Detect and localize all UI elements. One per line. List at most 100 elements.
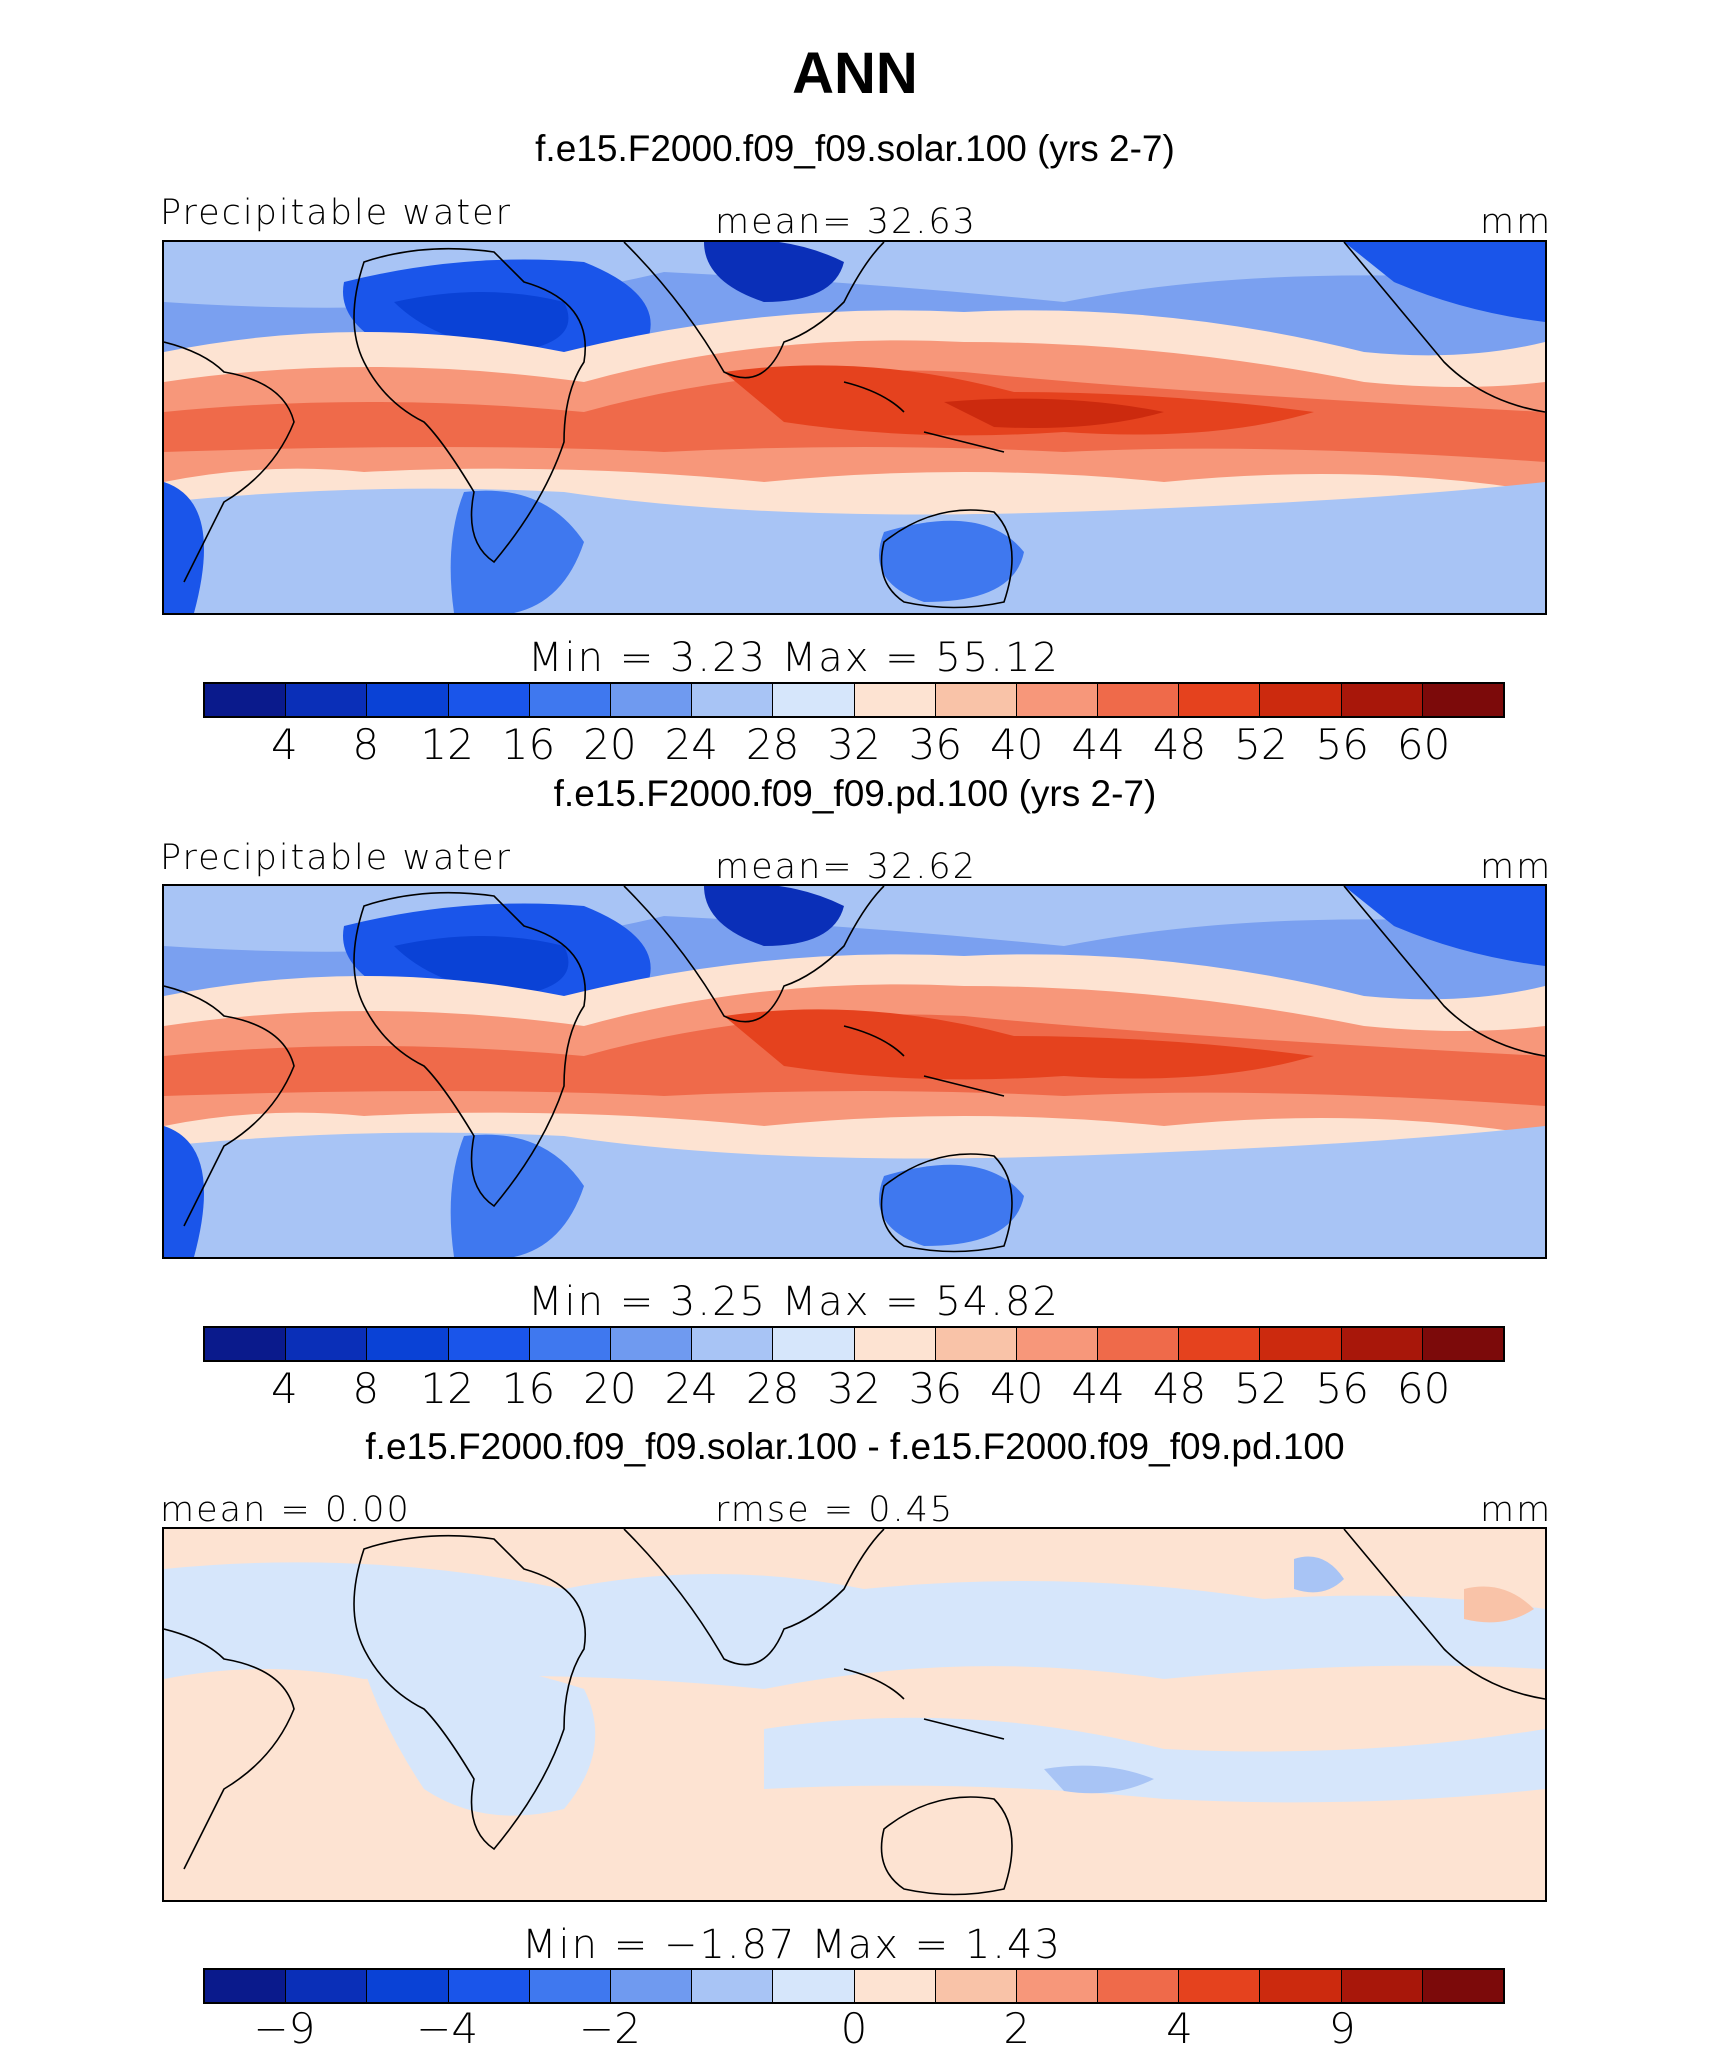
- panel3-map-svg: [164, 1529, 1545, 1900]
- panel2-subtitle: f.e15.F2000.f09_f09.pd.100 (yrs 2-7): [553, 773, 1157, 814]
- colorbar-tick-label: −9: [253, 2004, 316, 2053]
- colorbar-tick-label: 40: [990, 1364, 1044, 1413]
- colorbar-tick-label: 56: [1315, 1364, 1369, 1413]
- colorbar-tick-label: 12: [420, 720, 474, 769]
- panel3-map: [162, 1527, 1547, 1902]
- colorbar-swatch: [610, 684, 693, 716]
- colorbar-swatch: [935, 1970, 1017, 2002]
- colorbar-tick-label: 36: [908, 1364, 963, 1413]
- colorbar-tick-label: 20: [583, 1364, 637, 1413]
- colorbar-tick-label: 4: [271, 1364, 298, 1413]
- colorbar-tick-label: 0: [840, 2004, 868, 2053]
- colorbar-tick-label: 32: [827, 1364, 881, 1413]
- colorbar-swatch: [367, 684, 449, 716]
- colorbar-swatch: [1341, 1328, 1423, 1360]
- colorbar-tick-label: 52: [1234, 720, 1288, 769]
- panel1-variable-label: Precipitable water: [160, 193, 513, 233]
- colorbar-tick-label: 60: [1396, 720, 1451, 769]
- colorbar-swatch: [854, 684, 936, 716]
- colorbar-swatch: [854, 1328, 936, 1360]
- panel3-minmax: Min = −1.87 Max = 1.43: [522, 1922, 1062, 1968]
- colorbar-swatch: [367, 1328, 449, 1360]
- panel2-minmax: Min = 3.25 Max = 54.82: [528, 1279, 1060, 1325]
- panel3-mean-label: mean = 0.00: [160, 1490, 411, 1530]
- colorbar-swatch: [1179, 1328, 1261, 1360]
- colorbar-swatch: [529, 1328, 611, 1360]
- colorbar-swatch: [935, 684, 1017, 716]
- colorbar-swatch: [1260, 1970, 1342, 2002]
- figure-title: ANN: [792, 41, 918, 106]
- colorbar-swatch: [1422, 1328, 1503, 1360]
- colorbar-tick-label: 20: [583, 720, 637, 769]
- colorbar-tick-label: −4: [416, 2004, 479, 2053]
- colorbar-tick-label: 24: [664, 1364, 718, 1413]
- colorbar-swatch: [1260, 1328, 1342, 1360]
- colorbar-swatch: [610, 1328, 693, 1360]
- panel2-colorbar-ticks: 4 8 12 16 20 24 28 32 36 40 44 48 52 56 60: [203, 1362, 1505, 1413]
- colorbar-swatch: [1098, 1970, 1180, 2002]
- panel2-map: [162, 884, 1547, 1259]
- colorbar-swatch: [1341, 684, 1423, 716]
- colorbar-tick-label: 9: [1328, 2004, 1356, 2053]
- colorbar-swatch: [1098, 1328, 1180, 1360]
- colorbar-tick-label: 44: [1071, 720, 1125, 769]
- panel1-minmax: Min = 3.23 Max = 55.12: [528, 635, 1060, 681]
- colorbar-swatch: [205, 1328, 287, 1360]
- colorbar-swatch: [205, 1970, 287, 2002]
- panel1-mean-label: mean= 32.63: [715, 202, 977, 242]
- colorbar-swatch: [286, 1970, 368, 2002]
- colorbar-swatch: [529, 1970, 611, 2002]
- colorbar-swatch: [692, 1970, 774, 2002]
- colorbar-tick-label: 60: [1396, 1364, 1451, 1413]
- colorbar-tick-label: 16: [501, 720, 556, 769]
- colorbar-swatch: [529, 684, 611, 716]
- colorbar-swatch: [1341, 1970, 1423, 2002]
- colorbar-swatch: [286, 1328, 368, 1360]
- colorbar-swatch: [854, 1970, 936, 2002]
- colorbar-swatch: [692, 684, 774, 716]
- colorbar-tick-label: 2: [1003, 2004, 1031, 2053]
- colorbar-swatch: [1098, 684, 1180, 716]
- colorbar-tick-label: 56: [1315, 720, 1369, 769]
- colorbar-swatch: [1016, 1328, 1099, 1360]
- panel3-colorbar: [203, 1968, 1505, 2004]
- colorbar-tick-label: 44: [1071, 1364, 1125, 1413]
- colorbar-tick-label: 4: [1166, 2004, 1193, 2053]
- panel1-colorbar: [203, 682, 1505, 718]
- colorbar-tick-label: 12: [420, 1364, 474, 1413]
- colorbar-tick-label: 28: [745, 720, 800, 769]
- colorbar-swatch: [448, 1970, 530, 2002]
- colorbar-tick-label: 48: [1152, 1364, 1207, 1413]
- panel3-colorbar-ticks: −9 −4 −2 0 2 4 9: [203, 2004, 1505, 2053]
- colorbar-swatch: [1016, 1970, 1099, 2002]
- colorbar-tick-label: 36: [908, 720, 963, 769]
- colorbar-tick-label: 24: [664, 720, 718, 769]
- colorbar-tick-label: 48: [1152, 720, 1207, 769]
- colorbar-swatch: [1260, 684, 1342, 716]
- colorbar-swatch: [205, 684, 287, 716]
- panel1-map: [162, 240, 1547, 615]
- colorbar-tick-label: 8: [352, 720, 380, 769]
- panel1-subtitle: f.e15.F2000.f09_f09.solar.100 (yrs 2-7): [535, 128, 1175, 169]
- colorbar-tick-label: 52: [1234, 1364, 1288, 1413]
- panel1-units-label: mm: [1480, 202, 1553, 242]
- colorbar-swatch: [610, 1970, 693, 2002]
- colorbar-tick-label: 8: [352, 1364, 380, 1413]
- colorbar-swatch: [1016, 684, 1099, 716]
- colorbar-swatch: [286, 684, 368, 716]
- colorbar-swatch: [692, 1328, 774, 1360]
- colorbar-swatch: [773, 1328, 855, 1360]
- colorbar-swatch: [448, 1328, 530, 1360]
- panel3-subtitle: f.e15.F2000.f09_f09.solar.100 - f.e15.F2…: [365, 1426, 1345, 1467]
- panel1-colorbar-ticks: 4 8 12 16 20 24 28 32 36 40 44 48 52 56 60: [203, 718, 1505, 769]
- colorbar-tick-label: 16: [501, 1364, 556, 1413]
- panel2-units-label: mm: [1480, 847, 1553, 887]
- panel3-rmse-label: rmse = 0.45: [715, 1490, 955, 1530]
- colorbar-swatch: [773, 684, 855, 716]
- panel2-colorbar: [203, 1326, 1505, 1362]
- colorbar-swatch: [448, 684, 530, 716]
- panel2-map-svg: [164, 886, 1545, 1257]
- colorbar-swatch: [1422, 684, 1503, 716]
- panel3-units-label: mm: [1480, 1490, 1553, 1530]
- colorbar-tick-label: 28: [745, 1364, 800, 1413]
